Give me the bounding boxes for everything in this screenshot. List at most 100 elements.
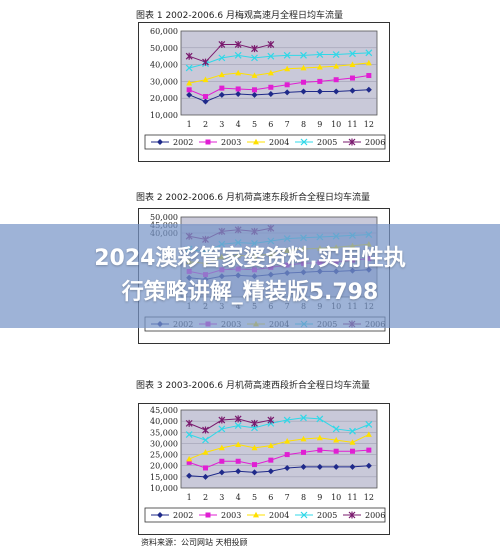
data-point-2002 [333, 88, 340, 95]
data-point-2004 [202, 76, 209, 83]
data-point-2005 [218, 425, 226, 433]
data-point-2003 [186, 459, 192, 465]
x-tick-label: 2 [203, 120, 208, 129]
data-point-2003 [203, 465, 208, 471]
data-point-2004 [235, 441, 242, 447]
data-point-2003 [317, 78, 323, 84]
data-point-2005 [185, 431, 193, 438]
x-tick-label: 12 [364, 120, 374, 129]
y-tick-label: 20,000 [150, 462, 178, 471]
y-tick-label: 20,000 [150, 94, 178, 103]
data-point-2002 [251, 469, 258, 476]
data-point-2004 [251, 72, 258, 78]
data-point-2006 [251, 45, 258, 53]
data-point-2006 [202, 58, 209, 66]
data-point-2003 [301, 79, 306, 85]
data-point-2005 [283, 51, 291, 59]
data-point-2004 [267, 442, 274, 449]
legend-label-2003: 2003 [221, 138, 241, 147]
data-point-2005 [332, 425, 340, 433]
headline-banner: 2024澳彩管家婆资料,实用性执 行策略讲解_精装版5.798 [0, 224, 500, 328]
legend-label-2004: 2004 [269, 511, 289, 520]
data-point-2003 [235, 86, 241, 92]
x-tick-label: 1 [187, 493, 192, 502]
x-tick-label: 1 [187, 120, 192, 129]
legend-label-2006: 2006 [365, 138, 385, 147]
data-point-2004 [218, 71, 225, 78]
y-tick-label: 30,000 [150, 439, 178, 448]
data-point-2006 [267, 40, 275, 48]
legend-marker-2002 [157, 512, 163, 518]
y-tick-label: 10,000 [150, 111, 178, 120]
data-point-2002 [284, 89, 291, 96]
data-point-2005 [202, 436, 209, 444]
data-point-2005 [316, 51, 324, 58]
data-point-2006 [234, 40, 242, 48]
x-tick-label: 7 [285, 120, 290, 129]
data-point-2002 [202, 98, 209, 105]
series-line-2003 [189, 449, 369, 469]
data-point-2005 [234, 422, 242, 430]
data-point-2003 [333, 77, 339, 83]
y-tick-label: 10,000 [150, 484, 178, 493]
x-tick-label: 10 [331, 493, 341, 502]
data-point-2003 [252, 462, 257, 468]
data-point-2003 [186, 87, 192, 93]
data-point-2004 [349, 61, 356, 67]
data-point-2006 [267, 416, 275, 424]
legend-label-2002: 2002 [173, 511, 193, 520]
data-point-2003 [366, 447, 372, 453]
x-tick-label: 4 [236, 120, 241, 129]
data-point-2004 [316, 434, 323, 441]
y-tick-label: 60,000 [150, 27, 178, 36]
x-tick-label: 9 [317, 120, 322, 129]
y-tick-label: 15,000 [150, 473, 178, 482]
legend-label-2005: 2005 [317, 138, 337, 147]
plot-area [180, 409, 378, 489]
legend-label-2005: 2005 [317, 511, 337, 520]
data-point-2004 [365, 59, 372, 66]
data-point-2006 [185, 52, 193, 60]
x-tick-label: 11 [347, 120, 357, 129]
plot-area [180, 30, 378, 116]
x-tick-label: 3 [219, 493, 224, 502]
data-point-2003 [268, 457, 274, 463]
data-point-2006 [218, 416, 226, 424]
chart-1: 60,000 50,000 40,000 30,000 20,000 10,000 1 2 3 4… [138, 22, 390, 162]
data-point-2005 [332, 51, 340, 58]
data-point-2003 [252, 87, 257, 93]
data-point-2003 [317, 447, 323, 453]
legend-marker-2003 [205, 139, 211, 145]
y-tick-label: 50,000 [150, 44, 178, 53]
data-point-2004 [316, 63, 323, 70]
data-point-2002 [218, 469, 225, 476]
data-point-2006 [234, 415, 242, 423]
data-point-2004 [365, 431, 372, 437]
data-point-2004 [186, 79, 193, 86]
legend-marker-2005 [300, 138, 308, 146]
series-line-2005 [189, 417, 370, 441]
data-point-2003 [268, 84, 274, 90]
data-point-2004 [300, 435, 307, 442]
data-point-2002 [267, 91, 274, 97]
x-tick-label: 9 [317, 493, 322, 502]
chart-1-title: 图表 1 2002-2006.6 月梅观高速月全程日均车流量 [136, 11, 343, 21]
data-point-2003 [219, 85, 225, 91]
x-tick-label: 10 [331, 120, 341, 129]
legend-label-2004: 2004 [269, 138, 289, 147]
x-tick-label: 11 [347, 493, 357, 502]
data-point-2002 [186, 91, 193, 98]
x-tick-label: 12 [364, 493, 374, 502]
data-point-2003 [203, 94, 208, 100]
data-point-2004 [333, 436, 340, 443]
data-point-2002 [235, 468, 242, 475]
y-tick-label: 50,000 [150, 213, 178, 222]
data-point-2004 [267, 69, 274, 76]
data-point-2004 [202, 449, 209, 455]
y-tick-label: 40,000 [150, 417, 178, 426]
data-point-2003 [350, 448, 355, 454]
data-point-2002 [365, 86, 372, 93]
x-tick-label: 5 [252, 493, 257, 502]
data-point-2006 [251, 419, 258, 427]
chart-3: 45,000 40,000 35,000 30,000 25,000 20,000 15,0… [138, 403, 390, 535]
